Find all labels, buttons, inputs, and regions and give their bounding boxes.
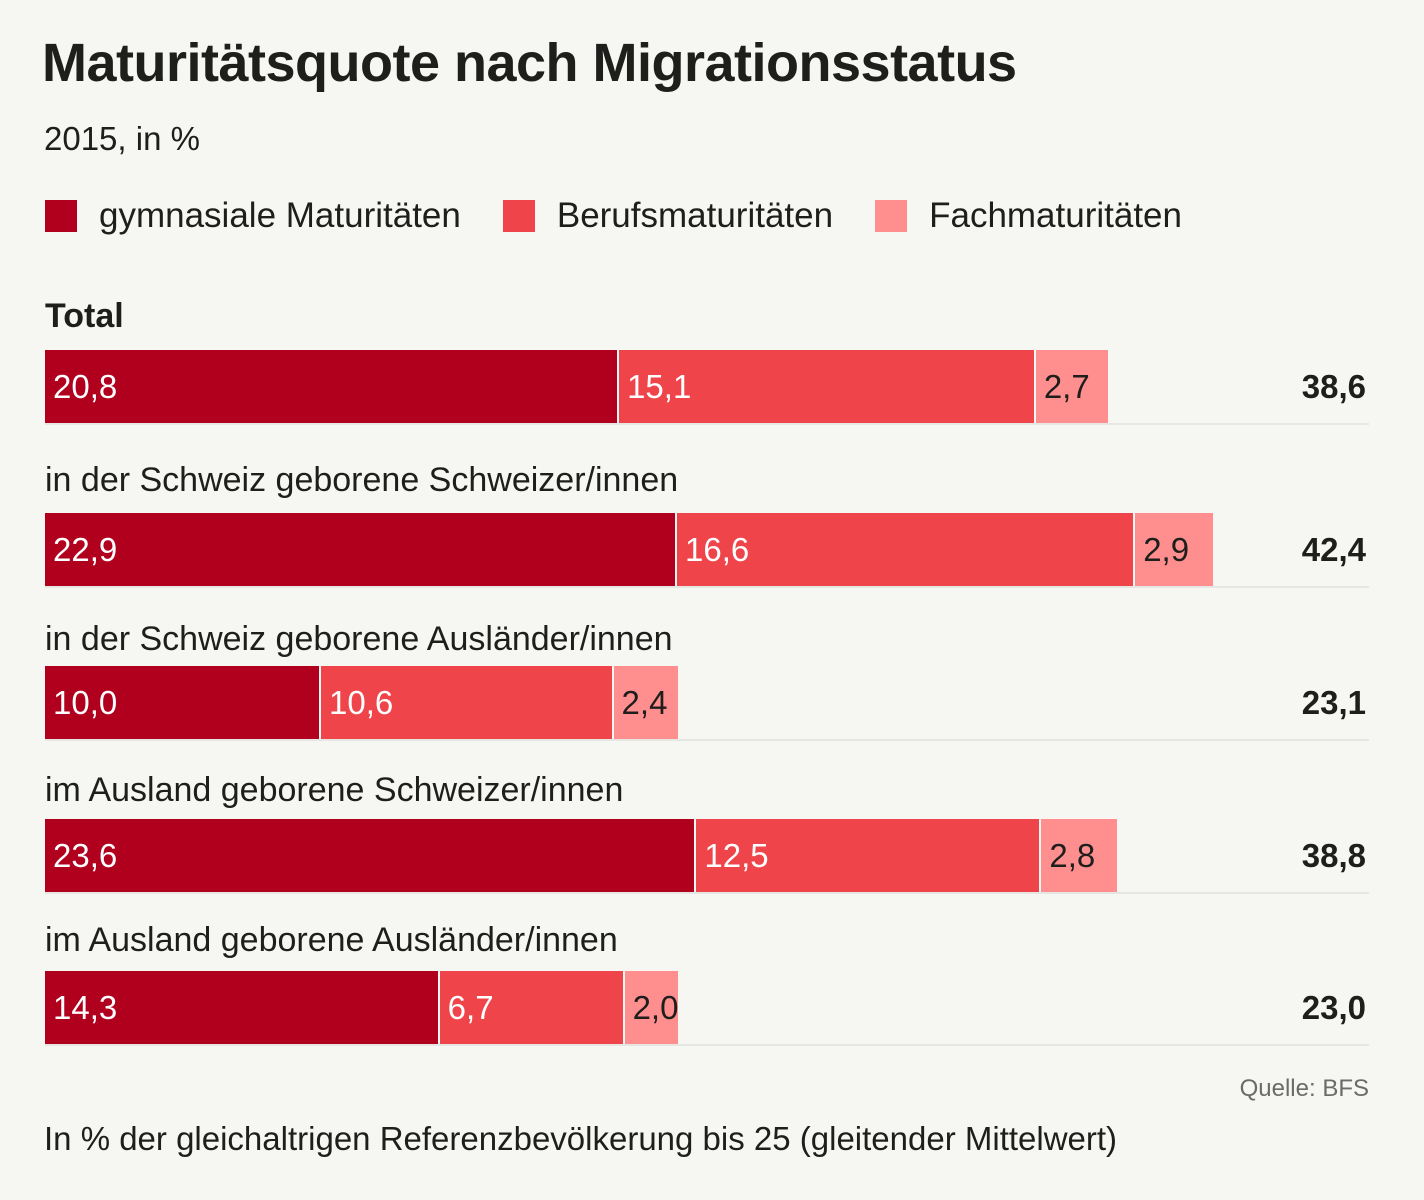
- legend: gymnasiale Maturitäten Berufsmaturitäten F…: [45, 196, 1224, 236]
- source: Quelle: BFS: [1239, 1075, 1369, 1102]
- legend-label: Fachmaturitäten: [929, 196, 1182, 235]
- legend-item: Berufsmaturitäten: [502, 196, 834, 236]
- bar-segment: 12,5: [696, 819, 1042, 892]
- bar-segment: 10,6: [321, 666, 614, 739]
- row-baseline: [45, 586, 1369, 588]
- total-value: 42,4: [1301, 531, 1366, 568]
- total-value: 23,1: [1301, 684, 1366, 721]
- category-label: in der Schweiz geborene Schweizer/innen: [45, 461, 679, 499]
- stacked-bar: 14,3 6,7 2,0: [45, 971, 680, 1044]
- stacked-bar: 10,0 10,6 2,4: [45, 666, 680, 739]
- bar-segment: 14,3: [45, 971, 440, 1044]
- stacked-bar: 23,6 12,5 2,8: [45, 819, 1119, 892]
- footnote: In % der gleichaltrigen Referenzbevölker…: [44, 1120, 1118, 1157]
- legend-swatch: [45, 200, 77, 232]
- row-baseline: [45, 739, 1369, 741]
- chart-title: Maturitätsquote nach Migrationsstatus: [42, 33, 1017, 93]
- chart-subtitle: 2015, in %: [44, 120, 200, 157]
- legend-item: Fachmaturitäten: [875, 196, 1182, 236]
- legend-swatch: [502, 200, 535, 232]
- bar-segment: 16,6: [677, 513, 1136, 586]
- bar-segment: 2,0: [624, 971, 680, 1044]
- bar-segment: 10,0: [45, 666, 321, 739]
- legend-label: Berufsmaturitäten: [556, 196, 834, 235]
- category-label: Total: [45, 297, 124, 335]
- bar-segment: 22,9: [45, 513, 678, 586]
- row-baseline: [45, 1044, 1369, 1046]
- row-baseline: [45, 892, 1369, 894]
- bar-segment: 23,6: [45, 819, 697, 892]
- row-baseline: [45, 423, 1369, 425]
- bar-segment: 2,7: [1035, 350, 1111, 423]
- bar-segment: 20,8: [45, 350, 620, 423]
- category-label: in der Schweiz geborene Ausländer/innen: [45, 620, 673, 658]
- bar-segment: 2,4: [613, 666, 680, 739]
- stacked-bar: 20,8 15,1 2,7: [45, 350, 1111, 423]
- total-value: 23,0: [1301, 989, 1366, 1026]
- total-value: 38,8: [1301, 837, 1366, 874]
- stacked-bar: 22,9 16,6 2,9: [45, 513, 1216, 586]
- bar-segment: 2,9: [1135, 513, 1216, 586]
- total-value: 38,6: [1301, 368, 1366, 405]
- legend-swatch: [875, 200, 908, 232]
- bar-segment: 2,8: [1041, 819, 1119, 892]
- category-label: im Ausland geborene Schweizer/innen: [45, 771, 624, 809]
- bar-segment: 15,1: [619, 350, 1036, 423]
- legend-item: gymnasiale Maturitäten: [45, 196, 461, 236]
- legend-label: gymnasiale Maturitäten: [99, 196, 461, 235]
- bar-segment: 6,7: [439, 971, 625, 1044]
- category-label: im Ausland geborene Ausländer/innen: [45, 921, 618, 959]
